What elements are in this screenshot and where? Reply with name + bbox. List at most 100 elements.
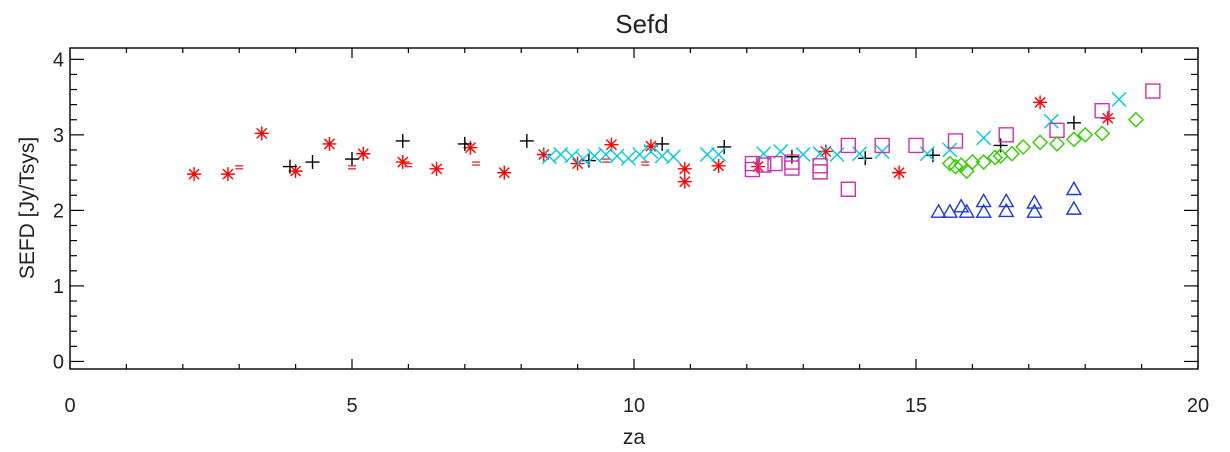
- data-point-x: [654, 148, 670, 164]
- data-point-plus: [717, 139, 732, 154]
- data-point-square: [812, 158, 828, 174]
- data-point-asterisk: [711, 158, 726, 173]
- data-point-asterisk: [570, 156, 585, 171]
- data-point-x: [1111, 91, 1127, 107]
- data-point-asterisk: [1033, 95, 1048, 110]
- data-point-x: [699, 147, 715, 162]
- data-point-x: [874, 143, 890, 159]
- data-point-asterisk: [463, 140, 478, 155]
- data-point-diamond: [1032, 134, 1049, 151]
- data-point-square: [947, 133, 964, 149]
- data-point-diamond: [1003, 145, 1020, 162]
- series-triangle: [930, 180, 1083, 218]
- data-point-asterisk: [536, 147, 551, 162]
- data-point-x: [1043, 113, 1059, 129]
- data-point-x: [575, 151, 591, 167]
- data-point-plus: [858, 151, 873, 166]
- data-point-x: [976, 130, 992, 146]
- series-diamond: [941, 111, 1144, 180]
- data-point-asterisk: [643, 139, 658, 154]
- data-point-diamond: [1015, 138, 1032, 155]
- data-point-asterisk: [677, 174, 692, 189]
- data-point-square: [1049, 122, 1065, 139]
- data-point-triangle: [975, 192, 992, 208]
- y-tick-label: 3: [53, 125, 64, 147]
- data-point-triangle: [958, 203, 975, 218]
- data-point-triangle: [1065, 200, 1083, 215]
- x-tick-labels: 0 5 10 15 20: [64, 395, 1209, 417]
- data-point-asterisk: [892, 165, 907, 180]
- x-tick-label: 10: [623, 395, 645, 417]
- data-point-square: [756, 157, 772, 173]
- data-point-triangle: [1026, 203, 1043, 218]
- data-point-square: [874, 137, 890, 154]
- chart-title: Sefd: [615, 9, 669, 39]
- x-tick-label: 5: [346, 395, 357, 417]
- data-point-plus: [282, 159, 297, 174]
- data-point-square: [812, 164, 828, 180]
- data-point-asterisk: [677, 161, 692, 176]
- data-point-asterisk: [187, 167, 202, 182]
- y-tick-label: 1: [53, 276, 64, 298]
- data-point-triangle: [941, 203, 959, 218]
- data-point-x: [632, 147, 648, 162]
- data-point-triangle: [1065, 180, 1083, 196]
- data-point-triangle: [1026, 194, 1043, 209]
- x-tick-label: 20: [1187, 395, 1209, 417]
- y-tick-label: 0: [53, 351, 64, 373]
- x-tick-label: 15: [905, 395, 927, 417]
- data-point-square: [1145, 83, 1161, 99]
- data-point-square: [908, 137, 924, 154]
- series-dash: [235, 158, 650, 170]
- data-point-square: [744, 155, 761, 172]
- data-point-dash: [404, 162, 413, 168]
- data-point-diamond: [1065, 131, 1082, 148]
- data-point-dash: [472, 161, 481, 166]
- data-point-x: [711, 147, 727, 162]
- data-point-asterisk: [395, 155, 410, 170]
- data-point-asterisk: [322, 136, 337, 151]
- axis-ticks: [69, 48, 1199, 369]
- x-axis-title: za: [623, 426, 646, 449]
- data-point-square: [840, 181, 857, 197]
- data-point-plus: [457, 136, 472, 151]
- data-point-dash: [235, 165, 244, 170]
- data-point-triangle: [975, 203, 992, 218]
- data-point-asterisk: [751, 159, 766, 174]
- y-tick-label: 2: [53, 200, 64, 222]
- data-point-diamond: [1049, 135, 1065, 152]
- data-point-diamond: [986, 149, 1003, 166]
- series-asterisk: [187, 95, 1115, 189]
- y-tick-labels: 0 1 2 3 4: [53, 49, 64, 373]
- x-tick-label: 0: [64, 395, 75, 417]
- data-markers: [187, 83, 1161, 218]
- data-point-asterisk: [220, 167, 235, 182]
- data-point-diamond: [975, 154, 992, 171]
- data-point-triangle: [952, 198, 970, 213]
- data-point-plus: [655, 136, 670, 151]
- data-point-plus: [345, 152, 359, 167]
- data-point-triangle: [930, 203, 947, 218]
- data-point-plus: [395, 133, 410, 148]
- data-point-asterisk: [254, 126, 269, 141]
- data-point-plus: [993, 138, 1008, 153]
- data-point-square: [767, 155, 783, 172]
- data-point-diamond: [1077, 126, 1094, 143]
- data-point-dash: [641, 161, 650, 166]
- data-point-asterisk: [356, 146, 371, 161]
- data-point-dash: [348, 165, 356, 170]
- data-point-x: [620, 150, 636, 166]
- data-point-asterisk: [818, 144, 833, 159]
- data-point-square: [998, 127, 1014, 143]
- data-point-square: [744, 161, 761, 178]
- data-point-plus: [1066, 115, 1081, 130]
- data-point-asterisk: [288, 164, 303, 179]
- data-point-dash: [601, 158, 610, 163]
- y-tick-label: 4: [53, 49, 64, 71]
- series-x: [541, 91, 1127, 167]
- data-point-diamond: [947, 158, 964, 175]
- data-point-square: [840, 137, 857, 154]
- data-point-x: [942, 142, 958, 158]
- data-point-triangle: [998, 192, 1015, 208]
